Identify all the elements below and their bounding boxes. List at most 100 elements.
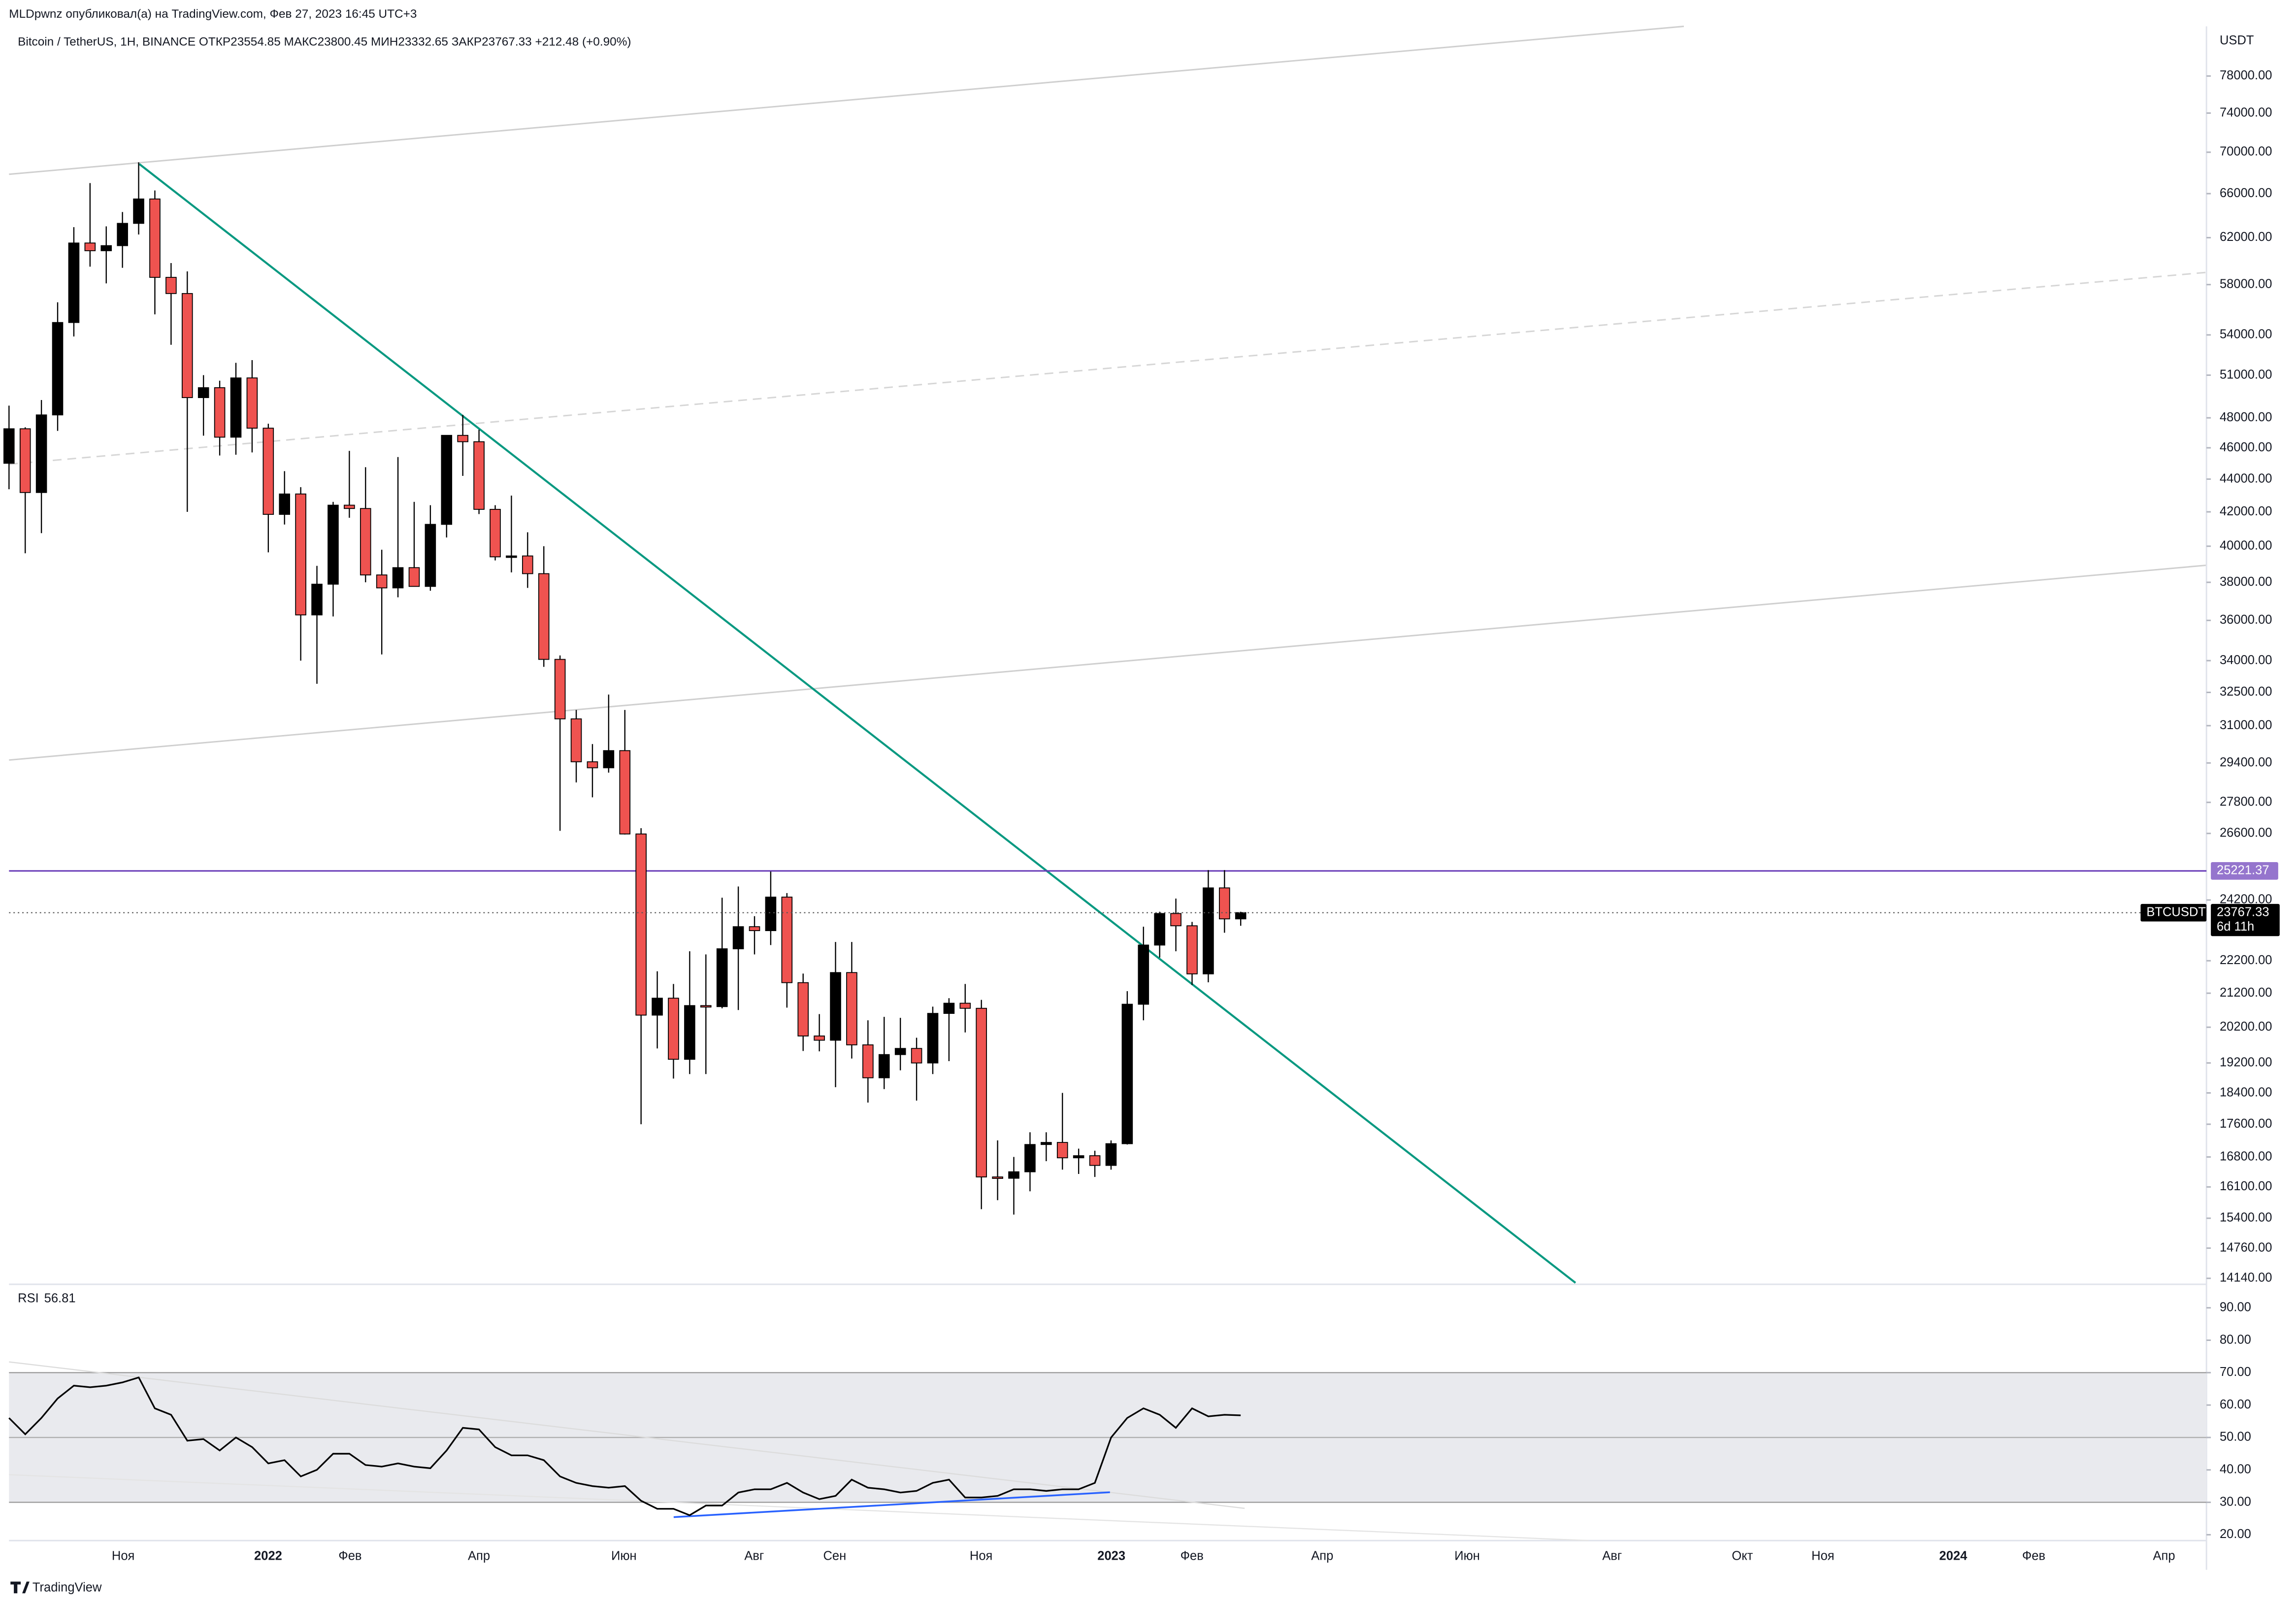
y-tick-label: 16800.00 [2220, 1149, 2272, 1163]
candle-body [1235, 912, 1246, 920]
candle-body [214, 387, 226, 438]
y-tick-label: 70000.00 [2220, 145, 2272, 159]
y-tick-label: 74000.00 [2220, 105, 2272, 119]
x-tick-label: Ноя [1811, 1549, 1834, 1563]
candle-body [149, 199, 161, 278]
candle-body [1170, 913, 1181, 927]
candle-body [1219, 887, 1230, 920]
y-tick-label: 19200.00 [2220, 1055, 2272, 1069]
rsi-drawing [9, 1361, 1245, 1509]
header: MLDpwnz опубликовал(а) на TradingView.co… [9, 7, 417, 21]
legend: Bitcoin / TetherUS, 1H, BINANCE ОТКР2355… [18, 35, 631, 49]
candle-body [797, 982, 809, 1037]
rsi-line [8, 1376, 1241, 1516]
candle-body [344, 504, 355, 509]
y-tick-label: 42000.00 [2220, 504, 2272, 518]
x-tick-label: Авг [1602, 1549, 1622, 1563]
candle-body [506, 555, 517, 558]
y-tick-label: 17600.00 [2220, 1117, 2272, 1131]
x-tick-label: 2024 [1939, 1549, 1968, 1563]
x-tick-label: Фев [2022, 1549, 2045, 1563]
rsi-drawing [9, 1474, 1589, 1541]
y-tick-label: 22200.00 [2220, 953, 2272, 967]
y-tick-label: 34000.00 [2220, 653, 2272, 667]
channel-line [9, 564, 2207, 761]
candle-body [457, 435, 468, 442]
candle-body [1105, 1143, 1117, 1166]
candle-body [262, 428, 274, 515]
y-tick-label: 18400.00 [2220, 1085, 2272, 1099]
x-tick-label: Июн [611, 1549, 637, 1563]
candle-body [830, 972, 841, 1041]
candle-body [684, 1005, 695, 1060]
rsi-tick-label: 60.00 [2220, 1398, 2251, 1411]
candle-body [133, 199, 144, 224]
y-tick-label: 16100.00 [2220, 1179, 2272, 1193]
x-tick-label: Фев [1181, 1549, 1204, 1563]
candle-body [1073, 1155, 1084, 1159]
candle-body [635, 833, 647, 1016]
x-tick-label: Апр [2153, 1549, 2175, 1563]
candle-body [943, 1003, 955, 1014]
candle-body [1203, 887, 1214, 974]
candle-body [700, 1005, 712, 1008]
price-badge [2211, 903, 2280, 936]
y-tick-label: 20200.00 [2220, 1020, 2272, 1034]
candle-body [84, 242, 96, 251]
symbol-label: BTCUSDT [2146, 905, 2206, 919]
x-tick-label: 2023 [1097, 1549, 1125, 1563]
rsi-tick-label: 50.00 [2220, 1430, 2251, 1444]
candle-body [68, 242, 80, 323]
candle-body [1186, 925, 1198, 974]
candle-body [538, 573, 550, 660]
candle-body [927, 1013, 939, 1064]
candle-body [1089, 1155, 1101, 1166]
currency: USDT [2220, 33, 2254, 47]
y-tick-label: 58000.00 [2220, 277, 2272, 291]
x-tick-label: Ноя [970, 1549, 992, 1563]
rsi-tick-label: 70.00 [2220, 1365, 2251, 1379]
candle-body [732, 926, 744, 949]
candle-body [35, 414, 47, 493]
y-tick-label: 62000.00 [2220, 230, 2272, 244]
candle-body [1041, 1142, 1052, 1145]
candle-body [603, 750, 615, 769]
candle-body [1121, 1003, 1133, 1144]
channel-line [9, 26, 1684, 175]
candle-body [295, 493, 306, 616]
candle-body [230, 377, 242, 438]
x-tick-label: Сен [823, 1549, 846, 1563]
candle-body [976, 1007, 987, 1177]
candle-body [408, 567, 420, 587]
candle-body [1138, 944, 1149, 1005]
candle-body [1154, 913, 1165, 946]
candle-body [52, 322, 64, 416]
candle-body [652, 998, 663, 1016]
logo: TradingView [10, 1581, 102, 1595]
candle-body [716, 948, 728, 1007]
candle-body [3, 428, 15, 464]
price-label: 23767.33 [2217, 905, 2269, 919]
candle-body [328, 504, 339, 585]
trendline [138, 163, 1576, 1284]
candle-body [490, 509, 501, 558]
candle-body [1008, 1171, 1019, 1179]
channel-midline [9, 271, 2207, 465]
candle-body [587, 761, 598, 769]
candle-body [749, 926, 760, 931]
y-tick-label: 36000.00 [2220, 613, 2272, 627]
candle-body [570, 718, 582, 763]
y-tick-label: 26600.00 [2220, 826, 2272, 840]
x-tick-label: Июн [1454, 1549, 1480, 1563]
candle-body [862, 1044, 874, 1078]
candle-body [425, 524, 436, 587]
logo-icon [10, 1581, 30, 1594]
x-tick-label: Авг [744, 1549, 764, 1563]
y-tick-label: 21200.00 [2220, 986, 2272, 1000]
candle-body [181, 293, 193, 398]
y-tick-label: 31000.00 [2220, 718, 2272, 732]
y-tick-label: 15400.00 [2220, 1211, 2272, 1225]
y-tick-label: 66000.00 [2220, 186, 2272, 200]
y-tick-label: 78000.00 [2220, 68, 2272, 82]
